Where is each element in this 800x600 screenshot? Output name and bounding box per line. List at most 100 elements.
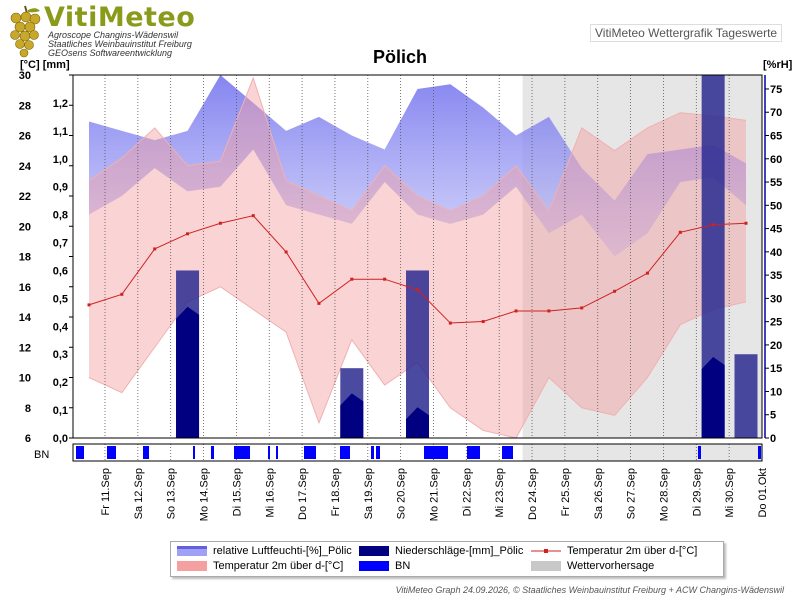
legend-swatch-precip [359,546,389,556]
humidity-axis-label: 15 [770,363,782,375]
bn-mark [211,446,214,459]
precip-axis-label: 0,3 [53,349,68,361]
temperature-point [153,247,157,251]
temp-axis-label: 6 [25,433,31,445]
precip-axis-label: 0,4 [53,321,69,333]
x-axis-label: So 20.Sep [396,468,408,519]
bn-mark [304,446,316,459]
x-axis-label: Mi 16.Sep [264,468,276,518]
precip-axis-label: 0,6 [53,265,68,277]
bn-mark [234,446,250,459]
precip-bar-fill [340,393,364,438]
temperature-point [613,289,617,293]
left-axis-unit: [°C] [mm] [20,59,70,71]
precip-axis-label: 1,2 [53,98,68,110]
precip-axis-label: 1,0 [53,154,68,166]
weather-chart: 6 8 10 12 14 16 18 20 22 24 26 28 30 0,0 0,1 0,2 0,3 0,4 0… [19,70,783,521]
precip-axis-label: 0,7 [53,238,68,250]
temperature-point [744,221,748,225]
graph-type-label: VitiMeteo Wettergrafik Tageswerte [590,24,783,42]
bn-mark [424,446,448,459]
temperature-point [350,277,354,281]
humidity-band [89,75,746,257]
precip-axis-label: 0,5 [53,293,68,305]
humidity-axis-label: 5 [770,410,776,422]
bn-mark [376,446,380,459]
bn-mark [76,446,84,459]
temp-axis-label: 28 [19,100,31,112]
x-axis-label: Do 01.Okt [757,468,769,518]
precip-axis-label: 0,0 [53,433,68,445]
temperature-point [120,292,124,296]
x-axis-label: Di 29.Sep [691,468,703,516]
temperature-point [317,301,321,305]
temperature-point [284,250,288,254]
humidity-axis-label: 40 [770,247,782,259]
humidity-axis-label: 10 [770,386,782,398]
bn-frame [72,443,763,462]
precip-bar [406,270,429,438]
x-axis-label: Di 15.Sep [231,468,243,516]
logo-line-2: Staatliches Weinbauinstitut Freiburg [48,39,192,49]
temperature-point [186,232,190,236]
x-axis-label: Sa 12.Sep [133,468,145,519]
legend-swatch-humidity [177,546,207,556]
bn-mark [502,446,513,459]
temperature-max-edge [88,76,747,213]
right-axis-unit: [%rH] [763,59,793,71]
x-axis-label: Fr 11.Sep [100,468,112,516]
humidity-axis-label: 0 [770,433,776,445]
legend-label-humidity: relative Luftfeuchti-[%]_Pölic [213,545,352,557]
temp-axis-label: 30 [19,70,31,82]
x-axis-label: Sa 19.Sep [363,468,375,519]
temp-axis-label: 14 [19,312,32,324]
x-axis-label: Mo 14.Sep [199,468,211,521]
x-axis-label: So 13.Sep [166,468,178,519]
temperature-point [481,320,485,324]
temp-axis-label: 16 [19,282,31,294]
temperature-point [645,271,649,275]
x-axis-label: Di 22.Sep [461,468,473,516]
bn-mark [193,446,195,459]
x-axis-label: Mi 23.Sep [494,468,506,518]
humidity-axis-label: 30 [770,293,782,305]
bn-mark [371,446,374,459]
x-axis-label: Mo 21.Sep [429,468,441,521]
precip-bar [701,75,725,438]
humidity-axis-label: 55 [770,177,782,189]
temperature-point [87,303,91,307]
x-axis-label: Sa 26.Sep [593,468,605,519]
legend-label-bn: BN [395,560,411,572]
bn-forecast-region [522,444,762,461]
humidity-axis-label: 65 [770,131,782,143]
x-axis-label: Fr 25.Sep [560,468,572,516]
temperature-point [678,230,682,234]
precip-bar-fill [701,357,725,438]
temperature-point [218,221,222,225]
legend-swatch-temp-range [177,561,207,571]
humidity-axis-label: 45 [770,224,782,236]
temp-axis-label: 10 [19,373,31,385]
legend-label-temp-line: Temperatur 2m über d-[°C] [567,545,698,557]
temp-axis-label: 24 [19,161,32,173]
chart-title: Pölich [372,47,427,67]
temperature-band [89,78,746,439]
precip-bar-fill [176,306,200,438]
bn-mark [758,446,761,459]
humidity-axis-label: 70 [770,107,782,119]
brand-logo-text: VitiMeteo [44,2,196,33]
precip-axis-label: 0,8 [53,210,68,222]
bn-mark [698,446,701,459]
bn-mark [340,446,350,459]
temperature-point [448,321,452,325]
chart-legend: relative Luftfeuchti-[%]_Pölic Niedersch… [170,541,724,577]
legend-swatch-forecast [531,561,561,571]
logo-line-1: Agroscope Changins-Wädenswil [48,30,179,40]
temperature-point [514,309,518,313]
temp-axis-label: 8 [25,403,31,415]
temp-axis-label: 12 [19,342,31,354]
x-axis-label: Mi 30.Sep [724,468,736,518]
precip-axis-label: 0,9 [53,182,68,194]
x-axis-label: Do 17.Sep [297,468,309,520]
legend-item-temp-range: Temperatur 2m über d-[°C] [177,560,343,572]
